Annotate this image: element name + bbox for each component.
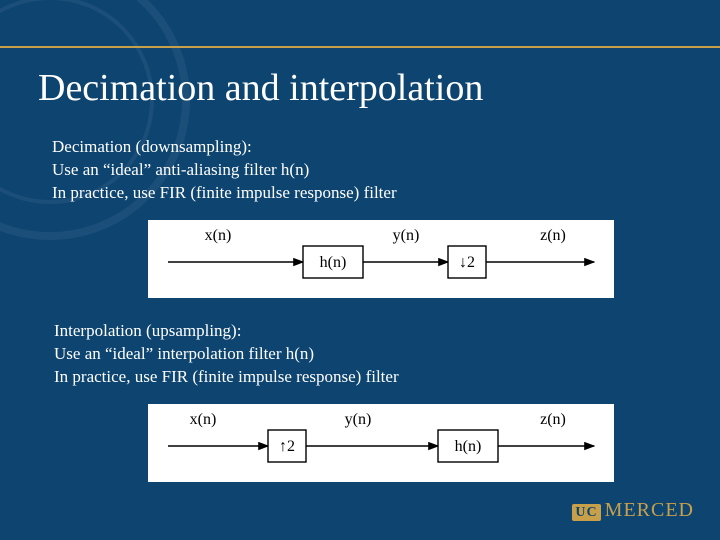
- interpolation-line1: Interpolation (upsampling):: [54, 320, 399, 343]
- interpolation-line2: Use an “ideal” interpolation filter h(n): [54, 343, 399, 366]
- svg-text:x(n): x(n): [205, 227, 232, 244]
- svg-text:z(n): z(n): [540, 227, 566, 244]
- logo-prefix: UC: [572, 504, 600, 521]
- svg-text:↑2: ↑2: [279, 438, 295, 455]
- svg-text:y(n): y(n): [345, 411, 372, 428]
- svg-text:z(n): z(n): [540, 411, 566, 428]
- interpolation-line3: In practice, use FIR (finite impulse res…: [54, 366, 399, 389]
- uc-merced-logo: UC MERCED: [572, 499, 694, 522]
- logo-name: MERCED: [605, 499, 694, 521]
- svg-text:↓2: ↓2: [459, 254, 475, 271]
- decimation-description: Decimation (downsampling): Use an “ideal…: [52, 136, 397, 205]
- interpolation-diagram: ↑2 h(n) x(n) y(n) z(n): [148, 404, 614, 482]
- svg-text:x(n): x(n): [190, 411, 217, 428]
- svg-text:h(n): h(n): [455, 438, 482, 455]
- decimation-diagram: h(n) ↓2 x(n) y(n) z(n): [148, 220, 614, 298]
- accent-rule: [0, 46, 720, 48]
- page-title: Decimation and interpolation: [38, 66, 483, 110]
- decimation-line1: Decimation (downsampling):: [52, 136, 397, 159]
- decimation-line3: In practice, use FIR (finite impulse res…: [52, 182, 397, 205]
- interpolation-description: Interpolation (upsampling): Use an “idea…: [54, 320, 399, 389]
- svg-text:y(n): y(n): [393, 227, 420, 244]
- svg-text:h(n): h(n): [320, 254, 347, 271]
- decimation-line2: Use an “ideal” anti-aliasing filter h(n): [52, 159, 397, 182]
